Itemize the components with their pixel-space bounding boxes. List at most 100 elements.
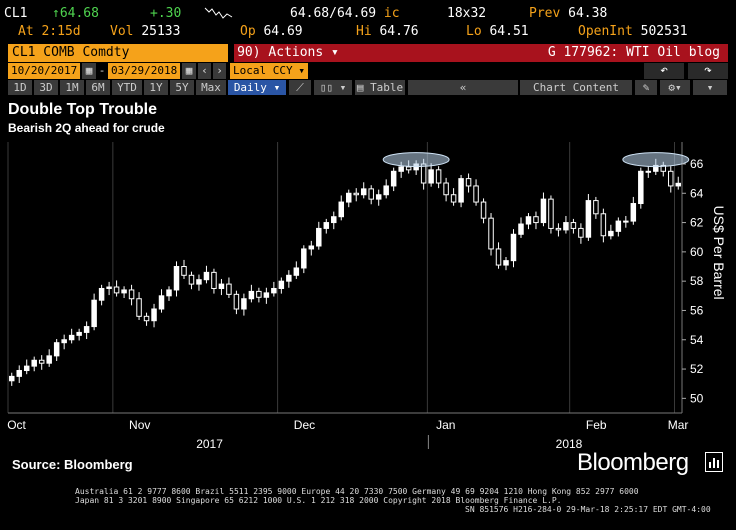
candle-up	[645, 170, 652, 173]
open-price: Op 64.69	[240, 24, 303, 39]
currency-select[interactable]: Local CCY ▾	[230, 63, 308, 79]
candle-up	[503, 260, 509, 266]
actions-menu[interactable]: 90) Actions ▾	[234, 44, 342, 62]
ticker-symbol[interactable]: CL1	[4, 6, 28, 21]
chart-title: Double Top Trouble	[8, 101, 158, 118]
candle-up	[398, 166, 404, 172]
double-top-marker	[382, 152, 450, 168]
candle-down	[353, 192, 359, 196]
last-price: ↑64.68	[52, 6, 99, 21]
y-tick-label: 58	[690, 274, 704, 288]
scroll-left-icon[interactable]: ‹	[198, 63, 211, 79]
candle-up	[623, 220, 629, 223]
line-chart-icon[interactable]: ⟋	[289, 80, 311, 95]
candle-up	[76, 331, 82, 336]
candle-up	[375, 194, 382, 200]
candle-up	[638, 170, 644, 205]
candle-up	[98, 287, 105, 301]
y-tick-label: 50	[690, 391, 704, 405]
collapse-icon[interactable]: «	[408, 80, 518, 95]
candle-up	[263, 292, 270, 298]
candle-down	[405, 166, 412, 171]
candle-down	[256, 290, 262, 298]
candle-up	[525, 216, 532, 225]
y-tick-label: 54	[690, 333, 704, 347]
candle-down	[473, 185, 479, 203]
range-3d[interactable]: 3D	[34, 80, 58, 95]
forward-arrow-icon[interactable]: ↷	[688, 63, 728, 79]
x-month-label: Dec	[294, 418, 315, 432]
range-1m[interactable]: 1M	[60, 80, 84, 95]
date-from-field[interactable]: 10/20/2017	[8, 63, 80, 79]
candle-up	[91, 299, 97, 328]
y-tick-label: 52	[690, 362, 704, 376]
candle-up	[630, 203, 637, 222]
scroll-right-icon[interactable]: ›	[213, 63, 226, 79]
candle-up	[166, 289, 172, 297]
range-max[interactable]: Max	[196, 80, 226, 95]
candle-up	[248, 290, 255, 300]
candle-up	[23, 365, 30, 372]
more-icon[interactable]: ▾	[693, 80, 727, 95]
date-to-field[interactable]: 03/29/2018	[108, 63, 180, 79]
candle-style-icon[interactable]: ▯▯ ▾	[314, 80, 352, 95]
low-price: Lo 64.51	[466, 24, 529, 39]
candle-down	[533, 216, 539, 224]
double-top-marker	[622, 152, 690, 168]
chart-content-button[interactable]: Chart Content	[520, 80, 632, 95]
candle-up	[323, 222, 330, 229]
back-arrow-icon[interactable]: ↶	[644, 63, 684, 79]
candle-down	[435, 169, 442, 184]
security-field[interactable]: CL1 COMB Comdty	[8, 44, 228, 62]
price-chart[interactable]: 50 52 54 56 58 60 62 64 66 Oct Nov Dec Jan Feb Mar 201…	[0, 138, 736, 450]
settings-icon[interactable]: ⚙▾	[660, 80, 690, 95]
x-year-label: 2017	[196, 437, 223, 450]
footer-line-3: SN 851576 H216-284-0 29-Mar-18 2:25:17 E…	[465, 505, 711, 514]
calendar-icon[interactable]: ▦	[82, 63, 96, 79]
blog-link[interactable]: G 177962: WTI Oil blog	[338, 44, 728, 62]
candle-up	[158, 295, 165, 310]
x-month-label: Nov	[129, 418, 150, 432]
candle-up	[383, 185, 389, 196]
range-6m[interactable]: 6M	[86, 80, 110, 95]
candle-up	[308, 245, 315, 250]
candle-down	[181, 266, 187, 276]
candle-down	[128, 289, 135, 300]
y-axis-label: US$ Per Barrel	[711, 206, 727, 300]
range-1y[interactable]: 1Y	[144, 80, 168, 95]
price-change: +.30	[150, 6, 182, 21]
volume: Vol 25133	[110, 24, 181, 39]
period-select[interactable]: Daily ▾	[228, 80, 286, 95]
candle-down	[188, 274, 195, 285]
candle-up	[301, 248, 307, 269]
x-month-label: Jan	[436, 418, 455, 432]
candle-down	[548, 198, 554, 229]
edit-icon[interactable]: ✎	[635, 80, 657, 95]
candle-up	[293, 267, 300, 276]
x-month-label: Oct	[7, 418, 26, 432]
candle-down	[443, 182, 449, 196]
range-1d[interactable]: 1D	[8, 80, 32, 95]
candle-down	[593, 200, 599, 215]
candle-down	[136, 298, 142, 317]
bloomberg-logo: Bloomberg	[577, 449, 689, 476]
candle-up	[173, 266, 180, 291]
sparkline-icon	[204, 7, 233, 19]
calendar-icon[interactable]: ▦	[182, 63, 196, 79]
candle-up	[53, 342, 60, 357]
x-year-label: 2018	[556, 437, 583, 450]
dropdown-caret-icon: ▾	[298, 64, 305, 77]
range-ytd[interactable]: YTD	[112, 80, 142, 95]
table-button[interactable]: ▤ Table	[355, 80, 405, 95]
range-5y[interactable]: 5Y	[170, 80, 194, 95]
candle-up	[338, 201, 345, 218]
candle-up	[241, 298, 247, 310]
candle-down	[480, 201, 487, 219]
footer-line-1: Australia 61 2 9777 8600 Brazil 5511 239…	[75, 487, 639, 496]
candle-down	[465, 178, 472, 187]
y-tick-label: 66	[690, 157, 704, 171]
candle-up	[518, 223, 524, 235]
y-tick-label: 62	[690, 216, 704, 230]
candle-up	[8, 375, 15, 382]
candle-down	[578, 227, 584, 238]
